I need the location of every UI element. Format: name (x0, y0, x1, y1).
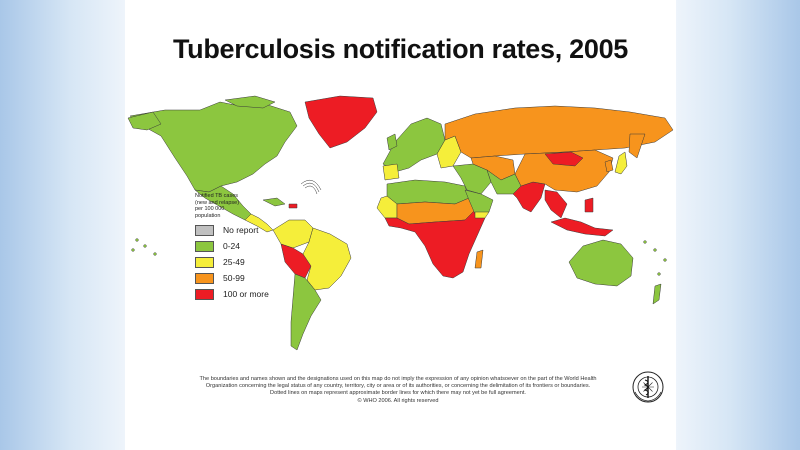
yemen (474, 211, 490, 219)
haiti (288, 203, 298, 209)
legend-item-0-24: 0-24 (195, 239, 305, 253)
legend-title: Notified TB cases (new and relapse) per … (195, 193, 240, 219)
peru-bolivia (280, 243, 312, 279)
world-map (127, 95, 674, 351)
legend-label: 25-49 (223, 257, 245, 268)
arctic-islands (224, 95, 276, 109)
central-america (244, 213, 274, 233)
indonesia (550, 217, 614, 237)
legend-item-50-99: 50-99 (195, 271, 305, 285)
alaska (127, 111, 162, 131)
legend-item-25-49: 25-49 (195, 255, 305, 269)
uk (386, 133, 398, 151)
legend-swatch (195, 224, 214, 236)
madagascar (474, 249, 484, 269)
legend: Notified TB cases (new and relapse) per … (195, 193, 305, 303)
copyright-line: © WHO 2006. All rights reserved (357, 397, 439, 404)
legend-swatch (195, 272, 214, 284)
legend-swatch (195, 256, 214, 268)
north-africa (386, 179, 470, 205)
slide-title: Tuberculosis notification rates, 2005 (172, 34, 629, 64)
southern-cone (290, 273, 322, 351)
iberia (382, 163, 400, 181)
korea (604, 159, 614, 173)
japan (614, 151, 628, 175)
brazil (302, 227, 352, 291)
north-america (129, 101, 298, 193)
legend-swatch (195, 288, 214, 300)
caribbean (262, 197, 286, 207)
legend-item-100-or-more: 100 or more (195, 287, 305, 301)
south-east-asia (544, 189, 568, 219)
legend-item-no-report: No report (195, 223, 305, 237)
small-islands (131, 238, 667, 276)
legend-swatch (195, 240, 214, 252)
greenland (304, 95, 378, 149)
legend-label: No report (223, 225, 259, 236)
legend-label: 0-24 (223, 241, 241, 252)
disclaimer-line: The boundaries and names shown and the d… (199, 376, 597, 382)
legend-label: 100 or more (223, 289, 269, 300)
australia (568, 239, 634, 287)
disclaimer-line: Organization concerning the legal status… (205, 383, 591, 390)
who-emblem-icon (632, 371, 664, 403)
sub-saharan-africa (384, 209, 486, 279)
disclaimer: The boundaries and names shown and the d… (173, 376, 623, 405)
philippines (584, 197, 594, 213)
inset-lines (300, 179, 322, 195)
kamchatka (628, 133, 646, 159)
disclaimer-line: Dotted lines on maps represent approxima… (270, 390, 526, 397)
slide: Tuberculosis notification rates, 2005 (125, 0, 676, 450)
china (514, 149, 614, 193)
new-zealand (652, 283, 662, 305)
legend-label: 50-99 (223, 273, 245, 284)
mongolia (544, 151, 584, 167)
